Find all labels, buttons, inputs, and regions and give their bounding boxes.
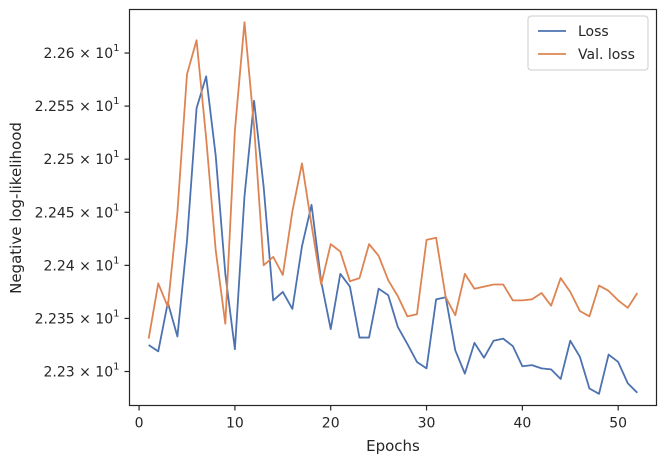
plot-frame (128, 8, 658, 407)
y-axis: 2.23 × 101 2.235 × 101 2.24 × 101 2.245 × 1… (35, 43, 130, 381)
legend-label-loss: Loss (578, 24, 609, 40)
y-axis-label: Negative log-likelihood (7, 122, 25, 294)
legend-frame (527, 15, 649, 71)
x-tick-label: 20 (322, 416, 340, 432)
x-tick-label: 40 (513, 416, 531, 432)
legend-label-val-loss: Val. loss (578, 47, 635, 63)
x-tick-label: 0 (135, 416, 144, 432)
x-axis-label: Epochs (366, 437, 420, 455)
legend: Loss Val. loss (527, 15, 649, 71)
y-tick-label: 2.235 × 101 (35, 308, 120, 327)
x-tick-label: 30 (418, 416, 436, 432)
y-tick-label: 2.23 × 101 (44, 362, 120, 381)
x-axis: 0 10 20 30 40 50 (135, 405, 627, 432)
y-tick-label: 2.26 × 101 (44, 43, 120, 62)
y-tick-label: 2.25 × 101 (44, 149, 120, 168)
y-tick-label: 2.24 × 101 (44, 255, 120, 274)
series-line-loss (148, 75, 638, 395)
y-tick-label: 2.255 × 101 (35, 96, 120, 115)
x-tick-label: 50 (609, 416, 627, 432)
x-tick-label: 10 (226, 416, 244, 432)
plot-lines (147, 21, 639, 395)
series-line-val-loss (147, 21, 639, 339)
y-tick-label: 2.245 × 101 (35, 202, 120, 221)
